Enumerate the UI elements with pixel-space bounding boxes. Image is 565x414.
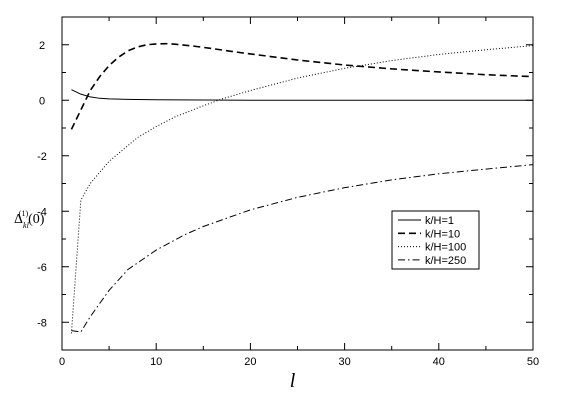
series-layer (70, 42, 533, 334)
series-line-2 (70, 42, 533, 130)
x-tick-label: 40 (433, 356, 445, 368)
tick-layer (61, 16, 534, 351)
legend-label: k/H=100 (425, 242, 466, 254)
x-tick-label: 10 (150, 356, 162, 368)
plot-frame (61, 16, 534, 351)
x-tick-label: 50 (527, 356, 539, 368)
legend-label: k/H=1 (425, 215, 454, 227)
x-tick-label: 0 (59, 356, 65, 368)
x-tick-label: 20 (244, 356, 256, 368)
y-tick-label: 0 (39, 95, 45, 107)
y-tick-label: -4 (37, 206, 47, 218)
series-line-3 (70, 45, 533, 334)
legend-label: k/H=10 (425, 228, 460, 240)
series-line-1 (71, 89, 533, 101)
series-line-4 (71, 164, 533, 333)
y-tick-label: -2 (37, 151, 47, 163)
y-axis-label: Δkl(1)(0) (14, 209, 45, 230)
y-tick-label: -6 (37, 262, 47, 274)
x-tick-label: 30 (338, 356, 350, 368)
label-layer: 0 10 20 30 40 50 -8 -6 -4 -2 0 2 l Δkl(1)(0) (14, 40, 539, 392)
legend-box (391, 210, 480, 270)
y-tick-label: 2 (39, 40, 45, 52)
legend-label: k/H=250 (425, 255, 466, 267)
y-tick-label: -8 (37, 317, 47, 329)
x-axis-label: l (290, 370, 296, 392)
